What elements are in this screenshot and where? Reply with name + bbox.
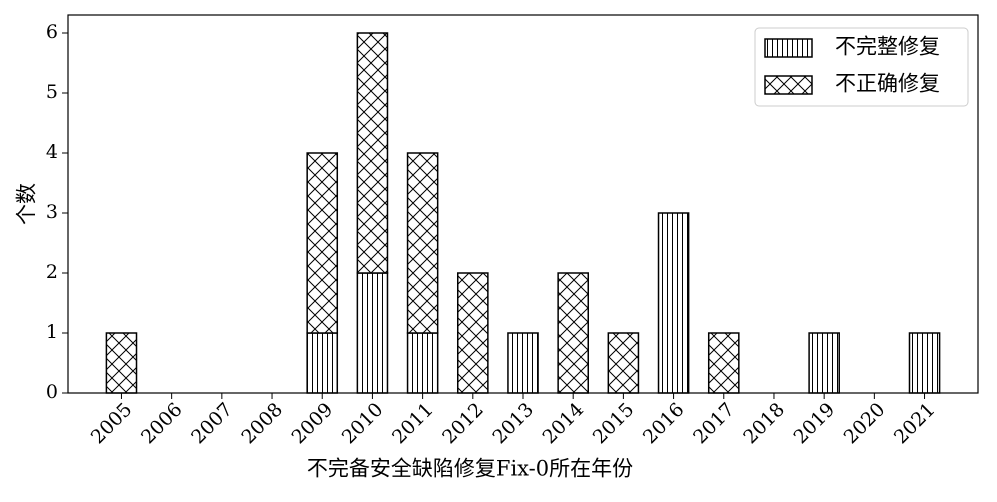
- x-tick-label: 2014: [539, 399, 589, 449]
- y-tick-label: 1: [46, 321, 58, 343]
- x-tick-label: 2017: [689, 399, 739, 449]
- x-tick-label: 2010: [338, 399, 388, 449]
- legend-swatch: [764, 38, 813, 58]
- bar-segment: [607, 332, 640, 394]
- x-tick-label: 2011: [388, 399, 438, 449]
- x-axis-label: 不完备安全缺陷修复Fix-0所在年份: [307, 457, 633, 481]
- plot-frame: [67, 14, 979, 394]
- bar-segment: [406, 152, 439, 334]
- bar-segment: [707, 332, 740, 394]
- legend-label: 不正确修复: [835, 72, 940, 96]
- x-tick-label: 2009: [288, 399, 338, 449]
- x-tick-label: 2016: [639, 399, 689, 449]
- x-tick-label: 2005: [87, 399, 137, 449]
- x-tick-label: 2015: [589, 399, 639, 449]
- x-tick-label: 2008: [237, 399, 287, 449]
- bar-segment: [456, 272, 489, 394]
- bar-segment: [356, 32, 389, 274]
- bar-segment: [356, 272, 389, 394]
- bar-segment: [908, 332, 941, 394]
- bar-segment: [406, 332, 439, 394]
- bar-segment: [557, 272, 590, 394]
- y-axis-label: 个数: [15, 183, 39, 225]
- bar-segment: [306, 152, 339, 334]
- x-tick-label: 2012: [438, 399, 488, 449]
- x-tick-label: 2018: [739, 399, 789, 449]
- y-tick-label: 5: [46, 81, 58, 103]
- bar-segment: [808, 332, 840, 394]
- x-tick-label: 2013: [488, 399, 538, 449]
- legend-swatch: [764, 75, 813, 95]
- y-tick-label: 0: [46, 381, 58, 403]
- y-tick-label: 6: [46, 21, 58, 43]
- y-tick-label: 3: [46, 201, 58, 223]
- x-tick-label: 2019: [789, 399, 839, 449]
- x-tick-label: 2007: [187, 399, 237, 449]
- y-tick-label: 4: [46, 141, 58, 163]
- bar-segment: [306, 332, 339, 394]
- bar-segment: [105, 332, 138, 394]
- bar-segment: [657, 212, 690, 394]
- legend-label: 不完整修复: [835, 35, 940, 59]
- y-tick-label: 2: [46, 261, 58, 283]
- x-tick-label: 2020: [840, 399, 890, 449]
- bar-segment: [507, 332, 539, 394]
- x-tick-label: 2021: [890, 399, 940, 449]
- x-tick-label: 2006: [137, 399, 187, 449]
